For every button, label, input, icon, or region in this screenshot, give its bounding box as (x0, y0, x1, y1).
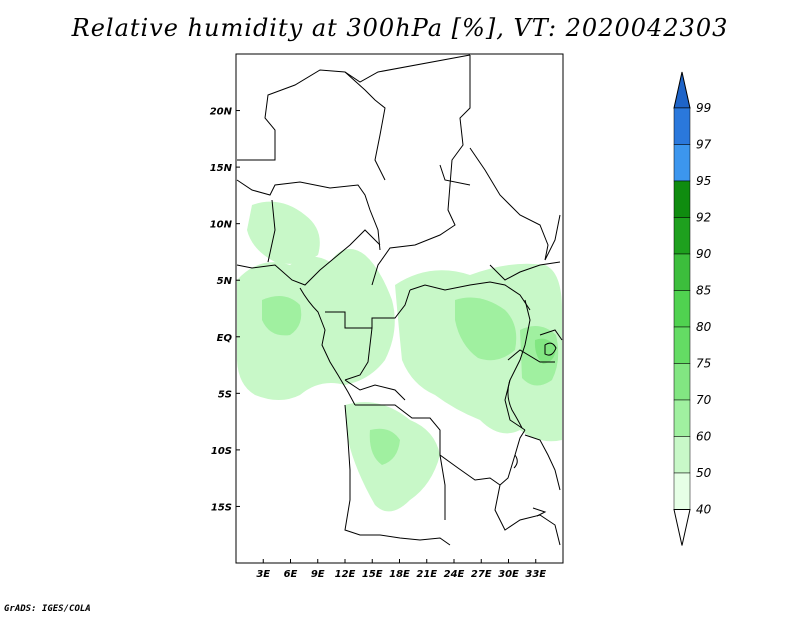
lon-tick-label: 15E (362, 569, 383, 580)
lon-tick-label: 12E (335, 569, 356, 580)
colorbar-segment (673, 253, 691, 291)
colorbar-top-arrow (673, 71, 691, 109)
colorbar-label: 97 (696, 138, 712, 152)
map-axes: 3E 6E 9E 12E 15E 18E 21E 24E 27E 30E 33E 20N 15N 10N 5… (210, 107, 547, 580)
lon-tick-label: 24E (444, 569, 465, 580)
colorbar-label: 75 (696, 357, 711, 371)
colorbar-label: 99 (696, 101, 711, 115)
colorbar-segment (673, 363, 691, 401)
colorbar-segment (673, 180, 691, 218)
colorbar-segment (673, 217, 691, 255)
colorbar-label: 95 (696, 174, 711, 188)
colorbar-label: 92 (696, 211, 711, 225)
lat-tick-label: 10N (210, 220, 233, 231)
colorbar-label: 70 (696, 393, 712, 407)
colorbar-label: 50 (696, 466, 712, 480)
lon-tick-label: 6E (284, 569, 298, 580)
lat-tick-label: 10S (211, 446, 232, 457)
plot-title: Relative humidity at 300hPa [%], VT: 202… (71, 14, 729, 42)
colorbar-segment (673, 144, 691, 182)
humidity-shading (237, 201, 562, 512)
colorbar-segment (673, 107, 691, 145)
lon-tick-label: 27E (471, 569, 492, 580)
colorbar-segment (673, 399, 691, 437)
lon-tick-label: 18E (389, 569, 410, 580)
colorbar-segment (673, 472, 691, 510)
lat-tick-label: 5N (217, 276, 233, 287)
lon-tick-label: 3E (256, 569, 270, 580)
colorbar-bottom-arrow (673, 509, 691, 546)
lat-tick-label: 15N (210, 163, 233, 174)
credit-text: GrADS: IGES/COLA (4, 604, 91, 614)
lat-tick-label: 5S (218, 389, 232, 400)
lon-tick-label: 21E (416, 569, 437, 580)
colorbar-label: 80 (696, 320, 712, 334)
lat-tick-label: EQ (217, 333, 233, 344)
colorbar: 99 97 95 92 90 85 80 75 70 60 50 40 (673, 71, 712, 546)
lat-tick-label: 15S (211, 502, 232, 513)
colorbar-label: 90 (696, 247, 712, 261)
lon-tick-label: 9E (311, 569, 325, 580)
lon-tick-label: 30E (498, 569, 519, 580)
colorbar-segment (673, 436, 691, 474)
colorbar-segment (673, 290, 691, 328)
colorbar-label: 85 (696, 284, 711, 298)
lat-tick-label: 20N (210, 107, 233, 118)
colorbar-segment (673, 326, 691, 364)
country-borders (236, 54, 563, 546)
lakes (507, 342, 557, 517)
colorbar-label: 60 (696, 430, 712, 444)
lon-tick-label: 33E (525, 569, 546, 580)
colorbar-label: 40 (696, 503, 712, 517)
